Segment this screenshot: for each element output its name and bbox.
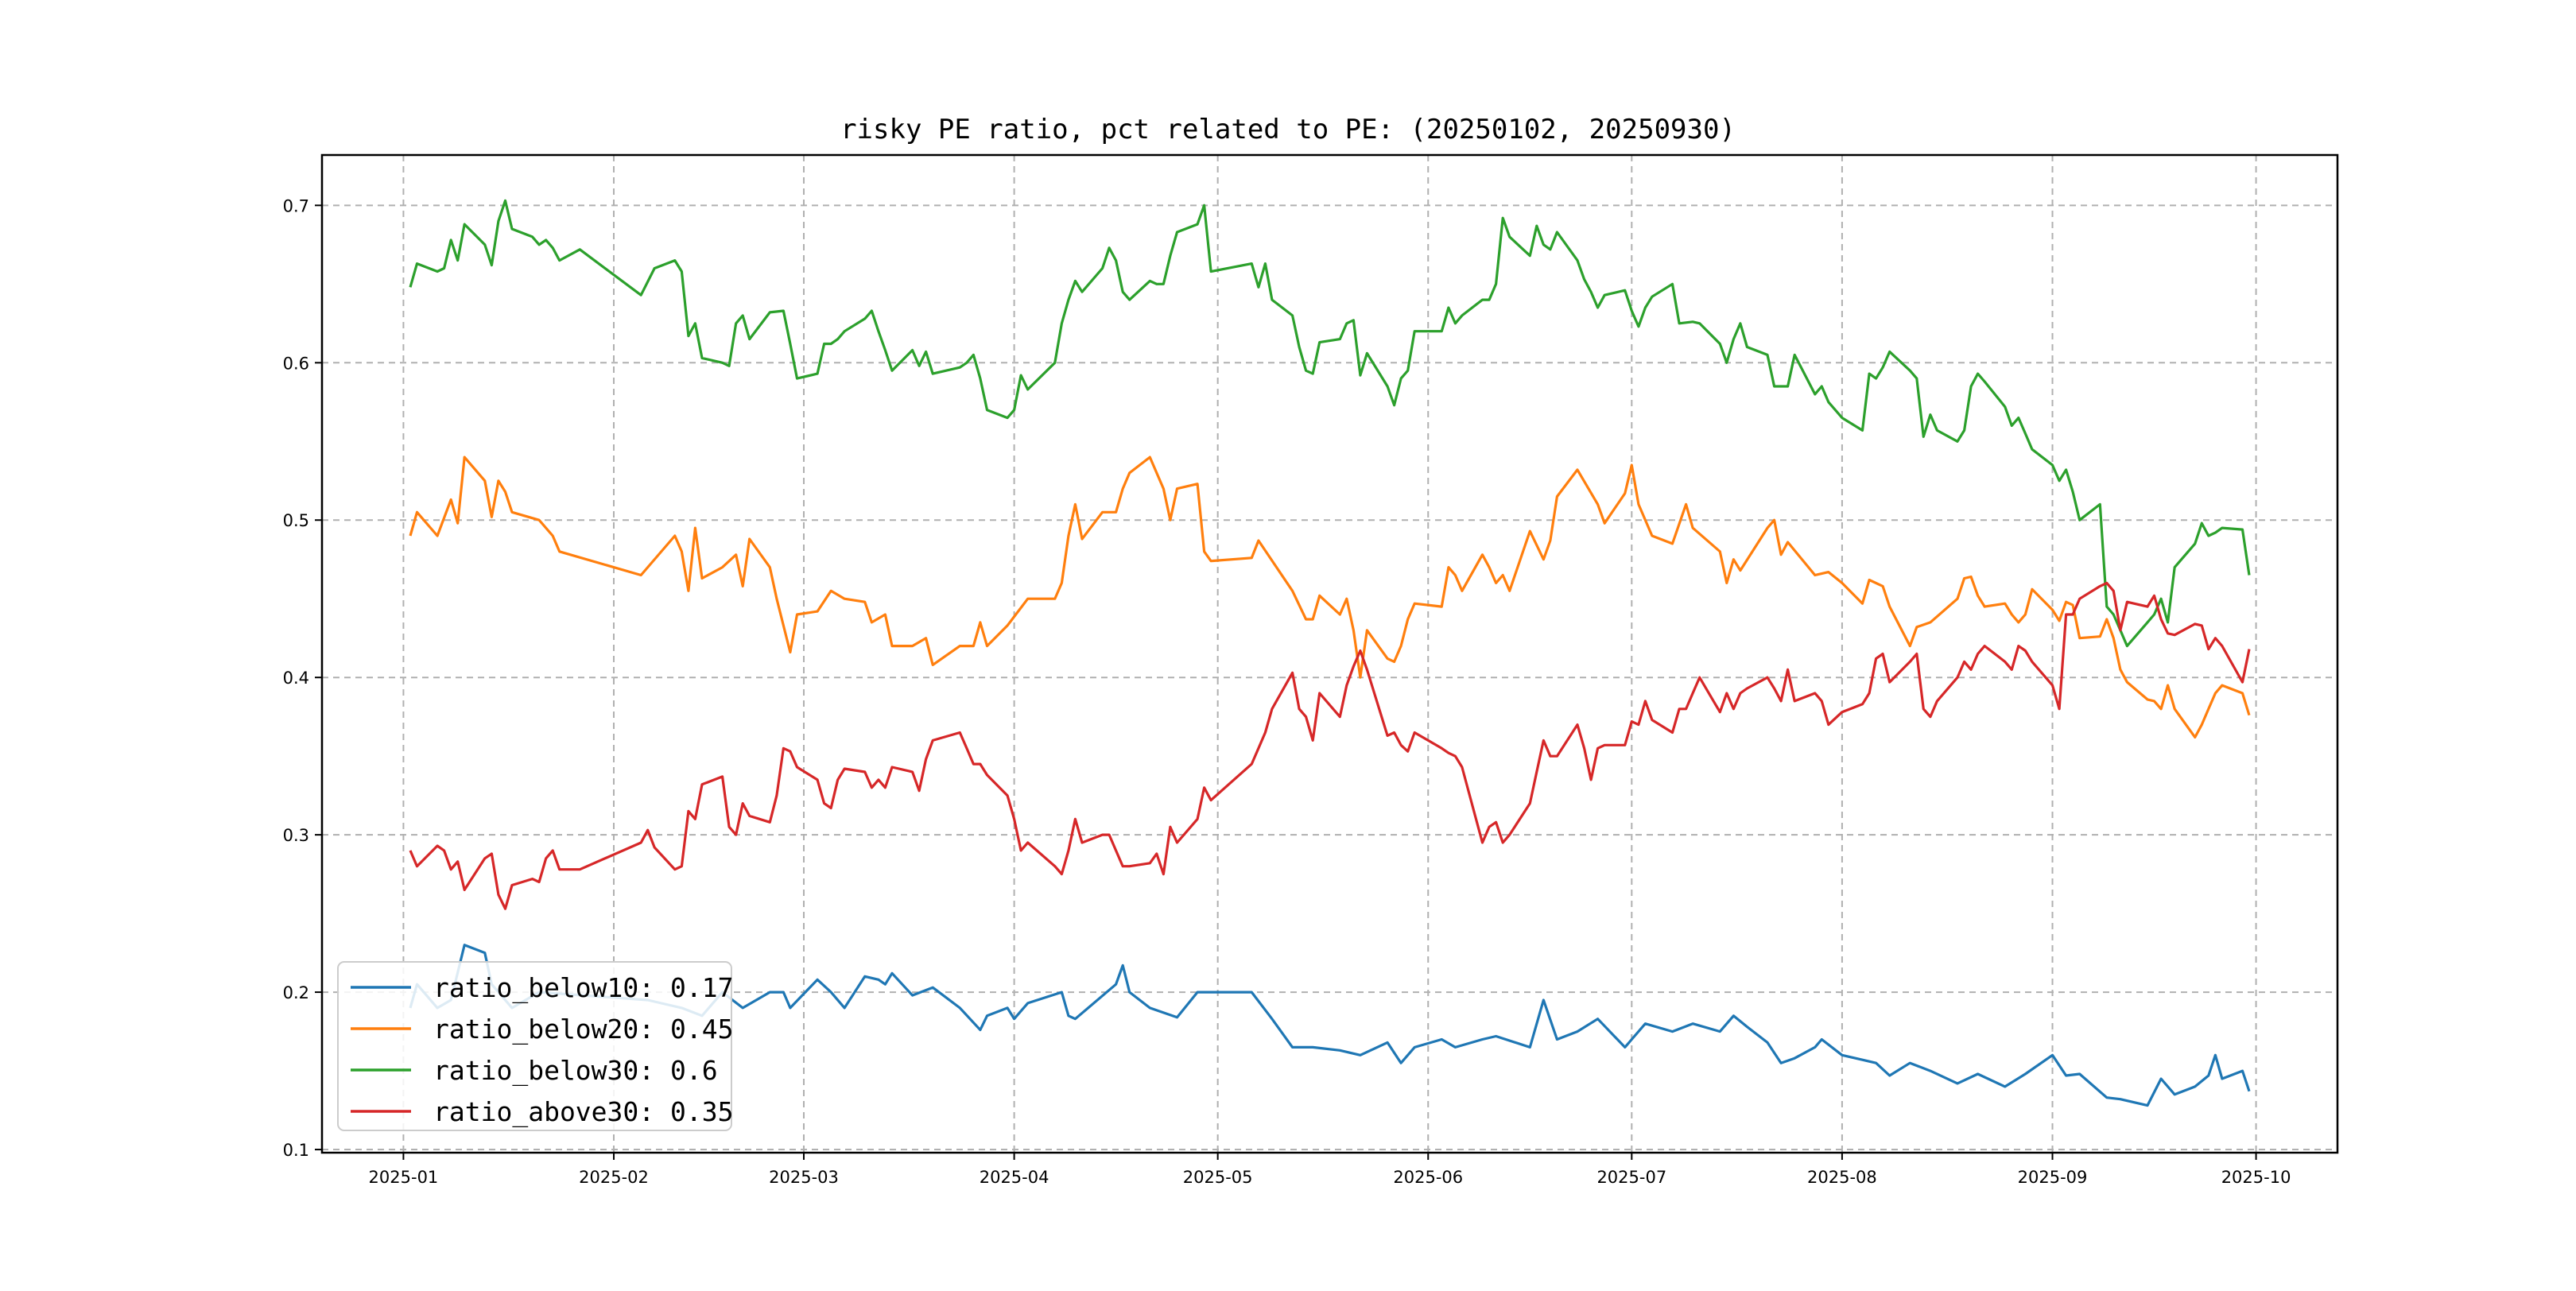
series-line-ratio-above30 (409, 581, 2251, 910)
axis-ticks: 2025-01 2025-02 2025-03 2025-04 2025-05 2025-… (283, 196, 2291, 1187)
y-tick-label: 0.3 (283, 826, 309, 845)
legend: ratio_below10: 0.17 ratio_below20: 0.45 ra… (337, 961, 734, 1131)
x-tick-label: 2025-01 (369, 1168, 439, 1187)
y-tick-label: 0.1 (283, 1141, 309, 1160)
plot-frame (320, 153, 2339, 1154)
x-tick-label: 2025-04 (980, 1168, 1049, 1187)
x-tick-label: 2025-06 (1393, 1168, 1463, 1187)
series-line-ratio-below30 (409, 199, 2251, 648)
y-tick-label: 0.2 (283, 983, 309, 1002)
legend-label: ratio_below20: 0.45 (433, 1014, 734, 1045)
chart-title: risky PE ratio, pct related to PE: (2025… (840, 114, 1736, 145)
series-line-ratio-below10 (409, 944, 2251, 1107)
x-tick-label: 2025-07 (1596, 1168, 1666, 1187)
y-tick-label: 0.7 (283, 196, 309, 215)
y-tick-label: 0.6 (283, 354, 309, 373)
y-tick-label: 0.4 (283, 669, 309, 688)
legend-label: ratio_above30: 0.35 (433, 1096, 734, 1128)
series-line-ratio-below20 (409, 456, 2251, 739)
x-tick-label: 2025-03 (769, 1168, 839, 1187)
legend-box (337, 961, 732, 1131)
x-tick-label: 2025-02 (579, 1168, 649, 1187)
legend-label: ratio_below10: 0.17 (433, 972, 734, 1004)
y-tick-label: 0.5 (283, 511, 309, 530)
x-tick-label: 2025-05 (1183, 1168, 1253, 1187)
x-tick-label: 2025-10 (2221, 1168, 2291, 1187)
x-tick-label: 2025-08 (1807, 1168, 1877, 1187)
x-tick-label: 2025-09 (2018, 1168, 2088, 1187)
legend-label: ratio_below30: 0.6 (433, 1055, 718, 1087)
series-lines (409, 199, 2251, 1107)
